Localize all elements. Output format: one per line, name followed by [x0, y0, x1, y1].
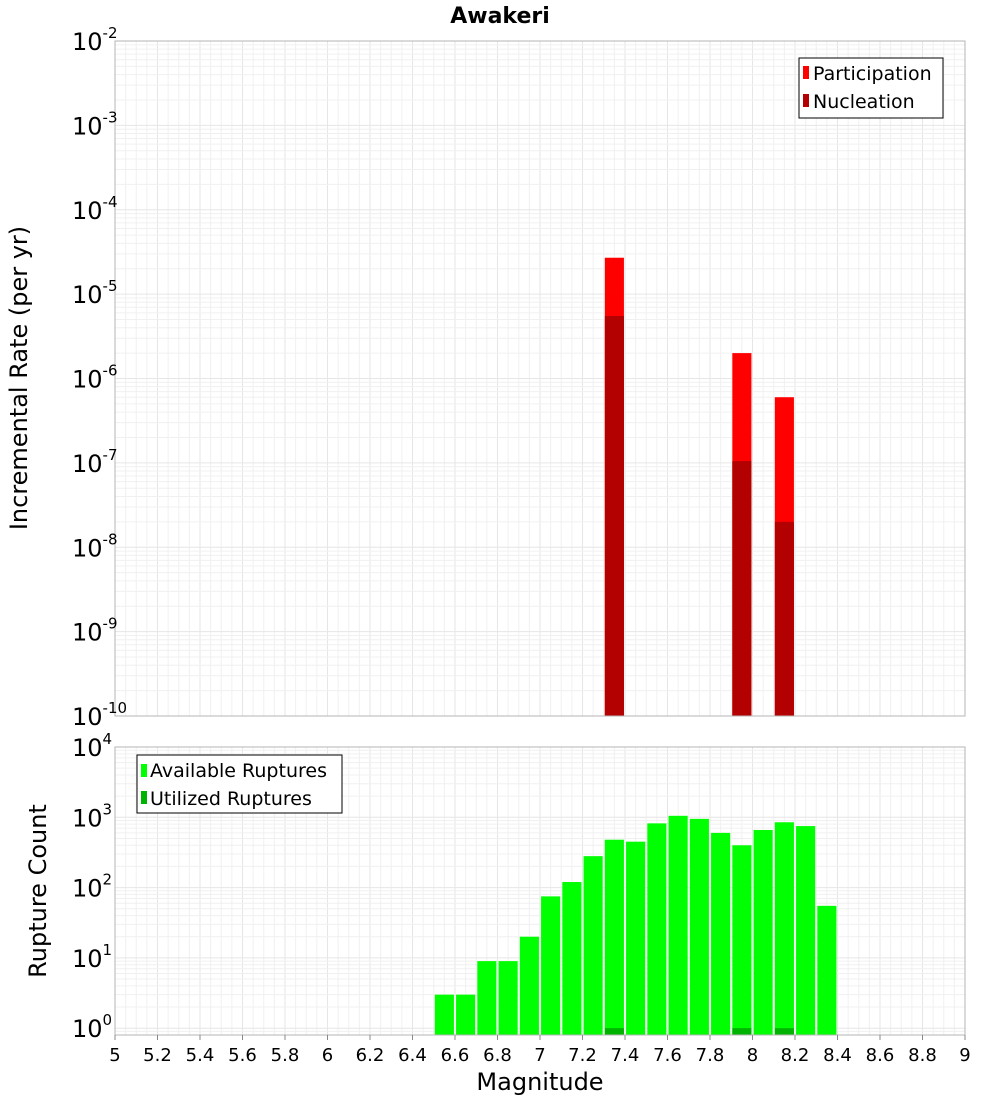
- bottom-y-tick-label: 103: [72, 800, 112, 832]
- legend-label-participation: Participation: [813, 63, 932, 85]
- x-tick-label: 8: [747, 1045, 758, 1066]
- top-y-tick-labels: 10-2 10-3 10-4 10-5 10-6 10-7 10-8 10-9 10-10: [72, 24, 127, 731]
- x-tick-label: 7.4: [611, 1045, 640, 1066]
- bottom-bar-utilized-ruptures: [732, 1028, 752, 1035]
- bottom-bar-available-ruptures: [753, 829, 773, 1035]
- bottom-legend-box: [136, 754, 343, 814]
- bottom-bar-available-ruptures: [774, 822, 794, 1035]
- x-tick-label: 5.6: [228, 1045, 257, 1066]
- x-tick-label: 8.6: [866, 1045, 895, 1066]
- bottom-bar-available-ruptures: [562, 882, 582, 1035]
- bottom-bar-available-ruptures: [732, 845, 752, 1035]
- legend-label-available-ruptures: Available Ruptures: [150, 760, 327, 782]
- bottom-bar-available-ruptures: [689, 818, 709, 1035]
- x-tick-label: 7: [534, 1045, 545, 1066]
- bottom-y-tick-labels: 104 103 102 101 100: [72, 730, 112, 1043]
- bottom-bar-available-ruptures: [668, 815, 688, 1035]
- top-bar-nucleation: [732, 461, 752, 716]
- top-y-tick-label: 10-8: [72, 530, 118, 562]
- top-plot-frame: [114, 40, 966, 717]
- top-y-tick-label: 10-3: [72, 108, 118, 140]
- x-tick-label: 5.8: [271, 1045, 300, 1066]
- legend-swatch-nucleation: [803, 94, 809, 107]
- bottom-bar-available-ruptures: [434, 994, 454, 1035]
- top-legend: Participation Nucleation: [798, 57, 944, 119]
- x-tick-label: 7.8: [696, 1045, 725, 1066]
- top-legend-box: [798, 57, 944, 119]
- bottom-y-tick-label: 100: [72, 1011, 112, 1043]
- x-tick-label: 5: [109, 1045, 120, 1066]
- top-y-axis-label: Incremental Rate (per yr): [5, 226, 33, 530]
- bottom-bar-available-ruptures: [498, 961, 518, 1035]
- x-tick-label: 6.4: [398, 1045, 427, 1066]
- x-tick-label: 6.2: [356, 1045, 385, 1066]
- bottom-bar-utilized-ruptures: [604, 1028, 624, 1035]
- bottom-bar-available-ruptures: [796, 826, 816, 1035]
- x-tick-label: 6.8: [483, 1045, 512, 1066]
- x-tick-label: 8.8: [908, 1045, 937, 1066]
- x-tick-label: 5.2: [143, 1045, 172, 1066]
- bottom-plot-bars: [434, 815, 837, 1035]
- top-y-tick-label: 10-2: [72, 24, 118, 56]
- bottom-y-tick-label: 102: [72, 871, 112, 903]
- x-tick-label: 6: [322, 1045, 333, 1066]
- x-tick-label: 6.6: [441, 1045, 470, 1066]
- bottom-bar-available-ruptures: [519, 936, 539, 1035]
- bottom-bar-available-ruptures: [817, 905, 837, 1035]
- bottom-bar-available-ruptures: [647, 823, 667, 1035]
- top-y-tick-label: 10-5: [72, 277, 118, 309]
- legend-swatch-utilized-ruptures: [141, 791, 147, 804]
- x-tick-label: 8.2: [781, 1045, 810, 1066]
- bottom-y-tick-label: 101: [72, 941, 112, 973]
- bottom-bar-available-ruptures: [583, 856, 603, 1035]
- legend-swatch-participation: [803, 66, 809, 79]
- legend-label-nucleation: Nucleation: [813, 91, 915, 113]
- x-tick-label: 8.4: [823, 1045, 852, 1066]
- x-tick-label: 5.4: [186, 1045, 215, 1066]
- bottom-bar-available-ruptures: [711, 832, 731, 1035]
- bottom-bar-available-ruptures: [477, 961, 497, 1035]
- bottom-bar-available-ruptures: [456, 994, 476, 1035]
- bottom-bar-available-ruptures: [626, 841, 646, 1035]
- legend-label-utilized-ruptures: Utilized Ruptures: [150, 788, 312, 810]
- x-axis-label: Magnitude: [476, 1068, 603, 1096]
- bottom-bar-available-ruptures: [604, 839, 624, 1035]
- bottom-y-tick-label: 104: [72, 730, 112, 762]
- bottom-bar-available-ruptures: [541, 896, 561, 1035]
- legend-swatch-available-ruptures: [141, 764, 147, 777]
- top-y-tick-label: 10-4: [72, 193, 118, 225]
- bottom-legend: Available Ruptures Utilized Ruptures: [136, 754, 343, 814]
- top-y-tick-label: 10-7: [72, 446, 118, 478]
- x-tick-label: 7.2: [568, 1045, 597, 1066]
- top-bar-nucleation: [774, 521, 794, 716]
- top-bar-nucleation: [604, 316, 624, 716]
- bottom-y-axis-label: Rupture Count: [24, 804, 52, 978]
- top-y-tick-label: 10-6: [72, 362, 118, 394]
- top-y-tick-label: 10-10: [72, 699, 127, 731]
- top-y-tick-label: 10-9: [72, 615, 118, 647]
- chart-title: Awakeri: [450, 4, 550, 29]
- bottom-bar-utilized-ruptures: [774, 1028, 794, 1035]
- x-tick-labels: 5 5.2 5.4 5.6 5.8 6 6.2 6.4 6.6 6.8 7 7.2 7.4 7.6 7.8 8…: [109, 1035, 971, 1066]
- top-plot-bars: [604, 257, 794, 716]
- x-tick-label: 9: [959, 1045, 970, 1066]
- top-plot-gridlines: [114, 40, 966, 717]
- x-tick-label: 7.6: [653, 1045, 682, 1066]
